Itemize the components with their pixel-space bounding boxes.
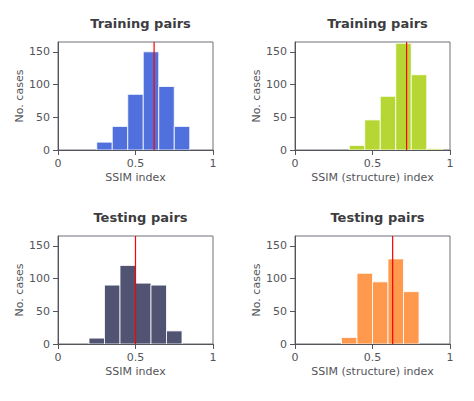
- svg-text:No. cases: No. cases: [13, 69, 26, 122]
- svg-text:50: 50: [36, 111, 50, 124]
- svg-text:100: 100: [266, 272, 287, 285]
- svg-text:SSIM index: SSIM index: [105, 171, 166, 184]
- svg-text:0: 0: [280, 144, 287, 157]
- svg-text:Training pairs: Training pairs: [327, 16, 428, 31]
- svg-text:150: 150: [266, 239, 287, 252]
- svg-text:1: 1: [210, 157, 217, 170]
- svg-text:No. cases: No. cases: [13, 263, 26, 316]
- svg-text:0.5: 0.5: [127, 157, 145, 170]
- svg-text:0: 0: [55, 157, 62, 170]
- svg-text:0: 0: [43, 338, 50, 351]
- svg-text:100: 100: [29, 78, 50, 91]
- svg-text:No. cases: No. cases: [250, 69, 263, 122]
- svg-text:150: 150: [29, 239, 50, 252]
- svg-text:Testing pairs: Testing pairs: [93, 210, 187, 225]
- svg-text:0.5: 0.5: [127, 351, 145, 364]
- svg-text:Testing pairs: Testing pairs: [330, 210, 424, 225]
- svg-text:SSIM (structure) index: SSIM (structure) index: [311, 365, 434, 378]
- svg-text:SSIM index: SSIM index: [105, 365, 166, 378]
- svg-text:1: 1: [447, 157, 454, 170]
- svg-text:0: 0: [280, 338, 287, 351]
- svg-text:100: 100: [29, 272, 50, 285]
- svg-text:50: 50: [273, 305, 287, 318]
- svg-text:0: 0: [292, 157, 299, 170]
- svg-text:50: 50: [36, 305, 50, 318]
- svg-text:1: 1: [210, 351, 217, 364]
- svg-text:0: 0: [292, 351, 299, 364]
- svg-text:100: 100: [266, 78, 287, 91]
- svg-text:0.5: 0.5: [364, 157, 382, 170]
- svg-text:150: 150: [266, 45, 287, 58]
- svg-text:Training pairs: Training pairs: [90, 16, 191, 31]
- svg-text:0: 0: [55, 351, 62, 364]
- svg-text:50: 50: [273, 111, 287, 124]
- svg-text:0: 0: [43, 144, 50, 157]
- svg-text:150: 150: [29, 45, 50, 58]
- svg-text:No. cases: No. cases: [250, 263, 263, 316]
- svg-text:1: 1: [447, 351, 454, 364]
- svg-text:SSIM (structure) index: SSIM (structure) index: [311, 171, 434, 184]
- svg-text:0.5: 0.5: [364, 351, 382, 364]
